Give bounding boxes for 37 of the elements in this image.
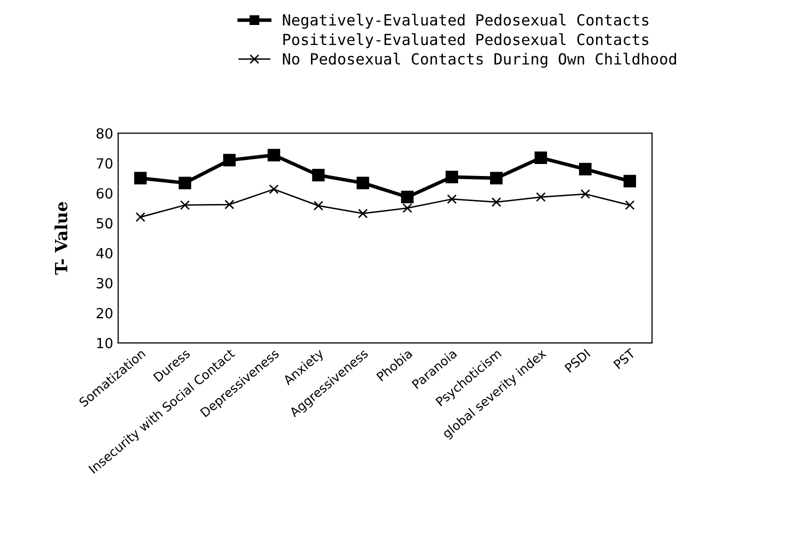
point <box>356 176 370 190</box>
point <box>180 200 190 210</box>
point <box>358 208 368 218</box>
point <box>223 154 236 166</box>
point <box>402 203 412 213</box>
legend-label: No Pedosexual Contacts During Own Childhood <box>282 52 676 68</box>
point <box>490 172 503 184</box>
point <box>314 200 324 211</box>
point <box>536 192 546 202</box>
point <box>224 200 234 210</box>
point <box>491 197 502 207</box>
y-tick-label: 60 <box>96 188 112 199</box>
y-tick-label: 70 <box>96 158 112 169</box>
point <box>269 184 279 194</box>
legend-label: Negatively-Evaluated Pedosexual Contacts <box>282 14 648 29</box>
point <box>446 194 457 204</box>
point <box>178 176 192 190</box>
point <box>580 189 590 199</box>
point <box>446 170 458 184</box>
point <box>579 162 592 176</box>
y-tick-label: 50 <box>96 218 112 229</box>
point <box>136 212 146 222</box>
y-tick-label: 10 <box>97 338 112 348</box>
point <box>401 190 414 204</box>
point <box>268 148 280 162</box>
y-tick-label: 80 <box>96 128 112 139</box>
point <box>534 152 548 164</box>
text: Positively-Evaluated Pedosexual Contacts <box>283 33 648 48</box>
point <box>312 168 325 182</box>
point <box>134 172 147 184</box>
y-tick-label: 40 <box>96 248 112 259</box>
x-tick-label: PST <box>613 348 636 370</box>
point <box>624 174 636 188</box>
y-axis-title: T- Value <box>54 202 68 275</box>
point <box>624 200 635 210</box>
y-tick-label: 20 <box>96 308 112 318</box>
y-tick-label: 30 <box>96 278 112 288</box>
